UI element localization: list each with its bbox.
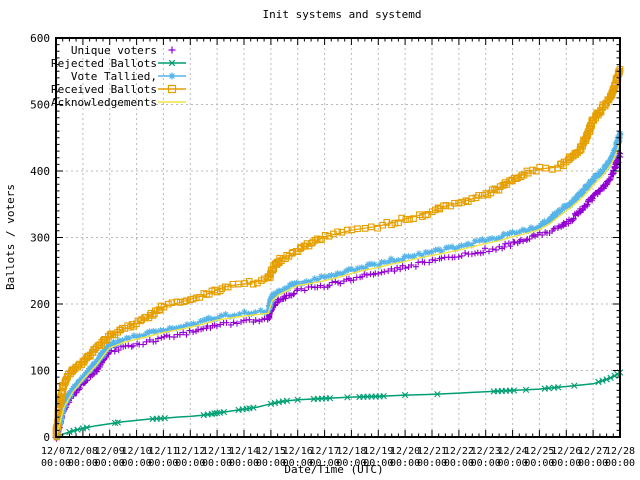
x-tick-sublabel: 00:00: [551, 458, 581, 469]
series-layer: [52, 65, 624, 442]
x-tick-sublabel: 00:00: [122, 458, 152, 469]
legend-label: Acknowledgements: [51, 96, 157, 109]
x-tick-sublabel: 00:00: [95, 458, 125, 469]
series-line-rejected-ballots: [55, 371, 621, 438]
x-tick-sublabel: 00:00: [524, 458, 554, 469]
y-tick-label: 600: [30, 32, 50, 45]
x-tick-label: 12/18: [336, 446, 366, 457]
x-tick-sublabel: 00:00: [336, 458, 366, 469]
x-tick-label: 12/09: [95, 446, 125, 457]
legend-entry-acknowledgements: Acknowledgements: [51, 96, 186, 109]
x-tick-sublabel: 00:00: [471, 458, 501, 469]
x-tick-label: 12/14: [229, 446, 259, 457]
y-tick-label: 500: [30, 99, 50, 112]
x-tick-label: 12/21: [417, 446, 447, 457]
y-tick-label: 0: [43, 431, 50, 444]
legend-entry-received-ballots: Received Ballots: [51, 83, 186, 96]
x-tick-sublabel: 00:00: [605, 458, 635, 469]
series-acknowledgements: [55, 140, 621, 438]
legend-sample-marker-plus: [168, 46, 176, 54]
y-tick-label: 100: [30, 365, 50, 378]
series-received-ballots: [52, 65, 624, 441]
x-tick-label: 12/22: [444, 446, 474, 457]
legend-entry-unique-voters: Unique voters: [71, 44, 176, 57]
chart-title: Init systems and systemd: [263, 8, 422, 21]
x-tick-label: 12/17: [310, 446, 340, 457]
x-tick-sublabel: 00:00: [283, 458, 313, 469]
series-markers-rejected-ballots: [66, 369, 624, 436]
x-tick-label: 12/28: [605, 446, 635, 457]
x-axis-label: Date/Time (UTC): [284, 463, 383, 476]
x-tick-sublabel: 00:00: [148, 458, 178, 469]
x-tick-label: 12/26: [551, 446, 581, 457]
x-tick-sublabel: 00:00: [498, 458, 528, 469]
x-tick-label: 12/12: [175, 446, 205, 457]
x-tick-sublabel: 00:00: [229, 458, 259, 469]
x-tick-label: 12/10: [122, 446, 152, 457]
x-tick-label: 12/15: [256, 446, 286, 457]
x-tick-label: 12/13: [202, 446, 232, 457]
tick-label-layer: 010020030040050060012/0700:0012/0800:001…: [30, 32, 635, 469]
axis-ticks: [55, 37, 621, 438]
y-axis-label: Ballots / voters: [4, 184, 17, 290]
legend-label: Unique voters: [71, 44, 157, 57]
series-line-acknowledgements: [55, 140, 621, 438]
x-tick-sublabel: 00:00: [175, 458, 205, 469]
series-rejected-ballots: [55, 369, 624, 438]
x-tick-label: 12/19: [363, 446, 393, 457]
x-tick-sublabel: 00:00: [444, 458, 474, 469]
grid-layer: [56, 38, 620, 437]
x-tick-sublabel: 00:00: [363, 458, 393, 469]
tick-layer: [55, 37, 621, 438]
legend-label: Rejected Ballots: [51, 57, 157, 70]
x-tick-label: 12/20: [390, 446, 420, 457]
x-tick-sublabel: 00:00: [202, 458, 232, 469]
legend-label: Received Ballots: [51, 83, 157, 96]
legend-sample-marker-asterisk: [168, 72, 176, 80]
x-tick-sublabel: 00:00: [578, 458, 608, 469]
legend-entry-rejected-ballots: Rejected Ballots: [51, 57, 186, 70]
series-markers-received-ballots: [52, 65, 624, 441]
x-tick-sublabel: 00:00: [390, 458, 420, 469]
x-tick-sublabel: 00:00: [310, 458, 340, 469]
y-tick-label: 400: [30, 165, 50, 178]
x-tick-label: 12/23: [471, 446, 501, 457]
x-tick-label: 12/07: [41, 446, 71, 457]
y-tick-label: 300: [30, 232, 50, 245]
x-tick-sublabel: 00:00: [256, 458, 286, 469]
x-tick-label: 12/16: [283, 446, 313, 457]
y-tick-label: 200: [30, 298, 50, 311]
legend-label: Vote Tallied,: [71, 70, 157, 83]
x-tick-sublabel: 00:00: [417, 458, 447, 469]
x-tick-label: 12/25: [524, 446, 554, 457]
legend-sample-marker-square: [167, 84, 177, 94]
legend-sample-marker-cross: [168, 59, 176, 67]
x-tick-sublabel: 00:00: [41, 458, 71, 469]
x-tick-label: 12/27: [578, 446, 608, 457]
x-tick-sublabel: 00:00: [68, 458, 98, 469]
x-tick-label: 12/08: [68, 446, 98, 457]
x-tick-label: 12/24: [498, 446, 528, 457]
legend-entry-vote-tallied: Vote Tallied,: [71, 70, 186, 83]
x-tick-label: 12/11: [148, 446, 178, 457]
